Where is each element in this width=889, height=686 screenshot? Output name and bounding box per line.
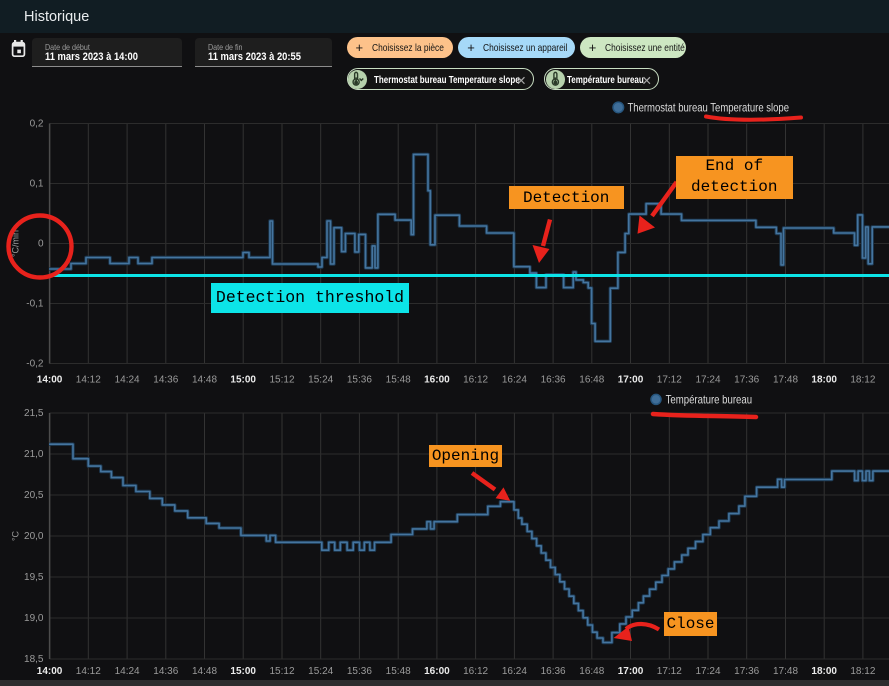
svg-text:14:48: 14:48: [192, 666, 217, 677]
svg-text:-0,2: -0,2: [26, 359, 44, 370]
svg-text:15:24: 15:24: [308, 375, 333, 386]
svg-text:14:24: 14:24: [115, 666, 140, 677]
svg-text:16:36: 16:36: [541, 666, 566, 677]
svg-text:14:24: 14:24: [115, 375, 140, 386]
svg-text:14:12: 14:12: [76, 666, 101, 677]
svg-text:16:24: 16:24: [502, 375, 527, 386]
svg-text:15:12: 15:12: [269, 375, 294, 386]
svg-text:16:00: 16:00: [424, 666, 450, 677]
svg-text:20,5: 20,5: [24, 490, 44, 501]
svg-text:17:24: 17:24: [695, 375, 720, 386]
svg-text:16:48: 16:48: [579, 666, 604, 677]
svg-text:16:36: 16:36: [541, 375, 566, 386]
svg-text:17:36: 17:36: [734, 375, 759, 386]
svg-text:21,0: 21,0: [24, 449, 44, 460]
svg-text:16:00: 16:00: [424, 375, 450, 386]
svg-text:19,5: 19,5: [24, 572, 44, 583]
svg-text:18,5: 18,5: [24, 654, 44, 665]
svg-text:°C/min: °C/min: [11, 230, 21, 257]
svg-text:19,0: 19,0: [24, 613, 44, 624]
svg-text:Thermostat bureau Temperature: Thermostat bureau Temperature slope: [628, 101, 790, 115]
svg-text:15:12: 15:12: [269, 666, 294, 677]
svg-text:14:00: 14:00: [37, 666, 63, 677]
svg-text:14:36: 14:36: [153, 666, 178, 677]
svg-text:14:36: 14:36: [153, 375, 178, 386]
svg-text:16:48: 16:48: [579, 375, 604, 386]
svg-text:17:36: 17:36: [734, 666, 759, 677]
svg-text:17:12: 17:12: [657, 666, 682, 677]
svg-text:20,0: 20,0: [24, 531, 44, 542]
svg-text:17:00: 17:00: [618, 666, 644, 677]
svg-text:17:00: 17:00: [618, 375, 644, 386]
svg-text:18:00: 18:00: [811, 666, 837, 677]
svg-text:17:48: 17:48: [773, 666, 798, 677]
svg-text:16:12: 16:12: [463, 375, 488, 386]
svg-text:14:12: 14:12: [76, 375, 101, 386]
svg-text:15:48: 15:48: [386, 375, 411, 386]
svg-text:17:48: 17:48: [773, 375, 798, 386]
svg-text:21,5: 21,5: [24, 408, 44, 419]
svg-text:-0,1: -0,1: [26, 299, 44, 310]
svg-text:14:00: 14:00: [37, 375, 63, 386]
svg-text:16:24: 16:24: [502, 666, 527, 677]
svg-text:15:00: 15:00: [230, 375, 256, 386]
svg-text:Température bureau: Température bureau: [666, 393, 753, 407]
svg-text:18:12: 18:12: [850, 666, 875, 677]
svg-text:15:36: 15:36: [347, 666, 372, 677]
svg-text:16:12: 16:12: [463, 666, 488, 677]
svg-text:0,2: 0,2: [30, 119, 44, 130]
svg-text:15:00: 15:00: [230, 666, 256, 677]
svg-text:0,1: 0,1: [30, 179, 44, 190]
svg-text:18:00: 18:00: [811, 375, 837, 386]
svg-text:14:48: 14:48: [192, 375, 217, 386]
svg-text:17:12: 17:12: [657, 375, 682, 386]
svg-text:0: 0: [38, 239, 44, 250]
svg-text:15:48: 15:48: [386, 666, 411, 677]
svg-text:°C: °C: [11, 530, 21, 541]
svg-text:18:12: 18:12: [850, 375, 875, 386]
svg-text:15:36: 15:36: [347, 375, 372, 386]
svg-text:15:24: 15:24: [308, 666, 333, 677]
svg-text:17:24: 17:24: [695, 666, 720, 677]
